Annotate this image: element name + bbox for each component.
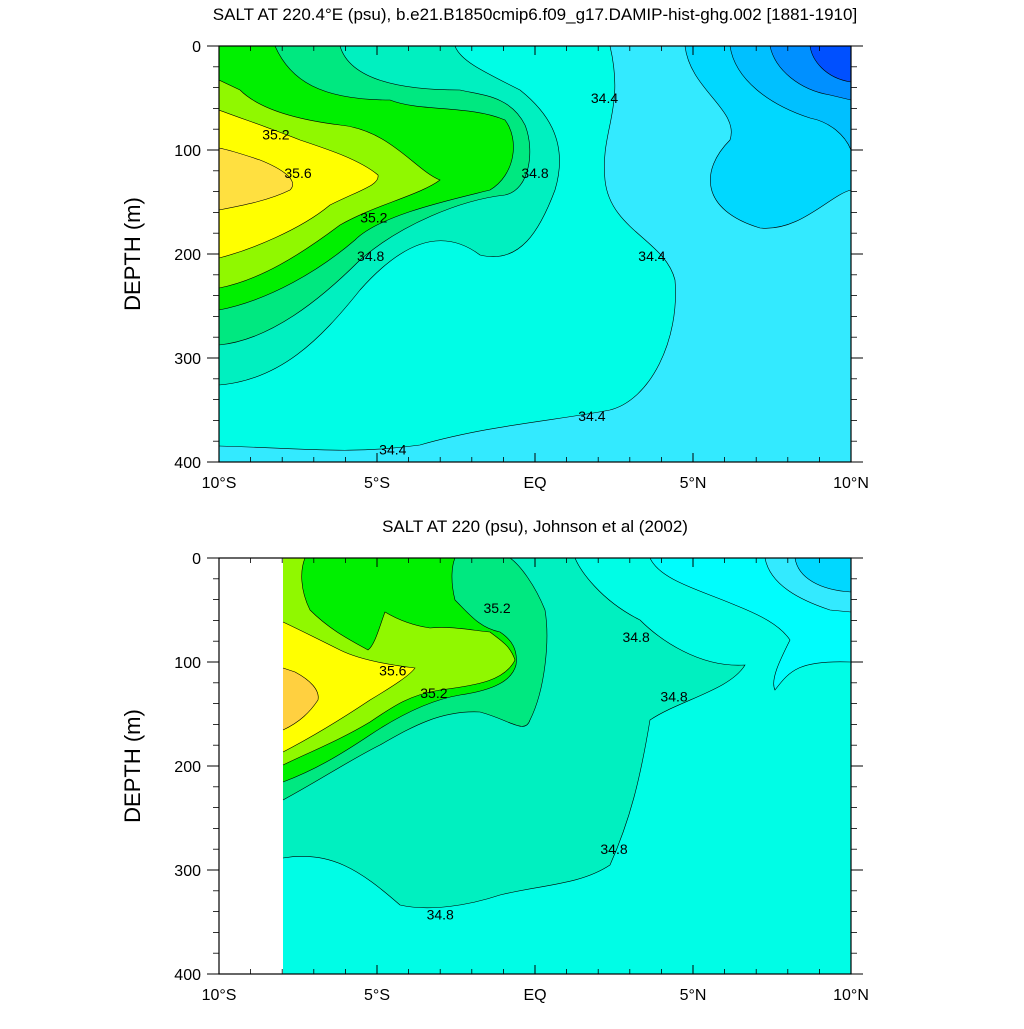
bottom-x-tick-label: 10°N <box>833 987 869 1004</box>
bottom-x-tick-label: 5°N <box>680 987 707 1004</box>
top-x-tick-label: 5°N <box>680 475 707 492</box>
top-contour-label: 34.4 <box>638 248 665 264</box>
bottom-axes: 10°S 5°S EQ 5°N 10°N 0 100 200 300 400 <box>174 551 869 1004</box>
top-y-tick-label: 100 <box>174 143 201 160</box>
top-contour-fill <box>219 46 851 462</box>
top-x-tick-label: 10°S <box>202 475 237 492</box>
bottom-band-35.6 <box>283 622 415 752</box>
bottom-y-tick-label: 300 <box>174 863 201 880</box>
bottom-contour-lines <box>282 558 851 909</box>
bottom-contour-label: 35.2 <box>483 600 510 616</box>
top-contour-label: 35.2 <box>262 126 289 142</box>
top-band-35.8b <box>219 148 293 210</box>
top-band-33.6 <box>810 46 851 82</box>
bottom-y-axis-label: DEPTH (m) <box>120 709 145 823</box>
top-contour-label: 34.4 <box>591 90 618 106</box>
top-x-tick-label: 10°N <box>833 475 869 492</box>
bottom-x-tick-label: EQ <box>523 987 546 1004</box>
bottom-contour-label: 34.8 <box>600 841 627 857</box>
bottom-panel: SALT AT 220 (psu), Johnson et al (2002) <box>120 517 869 1004</box>
bottom-contour-label: 35.6 <box>379 662 406 678</box>
bottom-y-tick-label: 400 <box>174 967 201 984</box>
bottom-contour-labels: 35.2 35.6 35.2 34.8 34.8 34.8 34.8 <box>379 600 688 923</box>
bottom-band-34.2 <box>795 558 851 592</box>
bottom-band-35.8 <box>283 668 319 730</box>
top-contour-label: 34.4 <box>379 442 406 458</box>
top-contour-label: 34.8 <box>357 248 384 264</box>
bottom-x-tick-label: 5°S <box>364 987 390 1004</box>
bottom-y-tick-label: 100 <box>174 655 201 672</box>
top-x-tick-label: 5°S <box>364 475 390 492</box>
top-band-35.6 <box>219 110 379 258</box>
bottom-contour-label: 34.8 <box>622 629 649 645</box>
top-panel: SALT AT 220.4°E (psu), b.e21.B1850cmip6.… <box>120 5 869 492</box>
top-contour-label: 34.8 <box>521 165 548 181</box>
top-y-tick-label: 200 <box>174 247 201 264</box>
top-y-tick-label: 400 <box>174 455 201 472</box>
bottom-chart-title: SALT AT 220 (psu), Johnson et al (2002) <box>382 517 688 536</box>
top-contour-label: 35.6 <box>284 165 311 181</box>
bottom-contour-label: 34.8 <box>660 688 687 704</box>
top-contour-lines <box>219 46 851 451</box>
bottom-y-tick-label: 0 <box>192 551 201 568</box>
top-y-axis-label: DEPTH (m) <box>120 197 145 311</box>
top-axes: 10°S 5°S EQ 5°N 10°N 0 100 200 300 400 <box>174 39 869 492</box>
top-y-tick-label: 0 <box>192 39 201 56</box>
top-chart-title: SALT AT 220.4°E (psu), b.e21.B1850cmip6.… <box>213 5 857 24</box>
bottom-contour-fill <box>219 558 851 974</box>
top-contour-label: 35.2 <box>360 210 387 226</box>
bottom-contour-label: 34.8 <box>427 907 454 923</box>
top-contour-label: 34.4 <box>578 408 605 424</box>
top-y-tick-label: 300 <box>174 351 201 368</box>
bottom-contour-label: 35.2 <box>420 685 447 701</box>
top-band-34.4 <box>219 46 851 462</box>
top-contour-labels: 35.2 35.6 35.2 34.8 34.8 34.4 34.4 34.4 34.4 <box>262 90 666 458</box>
bottom-x-tick-label: 10°S <box>202 987 237 1004</box>
bottom-y-tick-label: 200 <box>174 759 201 776</box>
top-x-tick-label: EQ <box>523 475 546 492</box>
